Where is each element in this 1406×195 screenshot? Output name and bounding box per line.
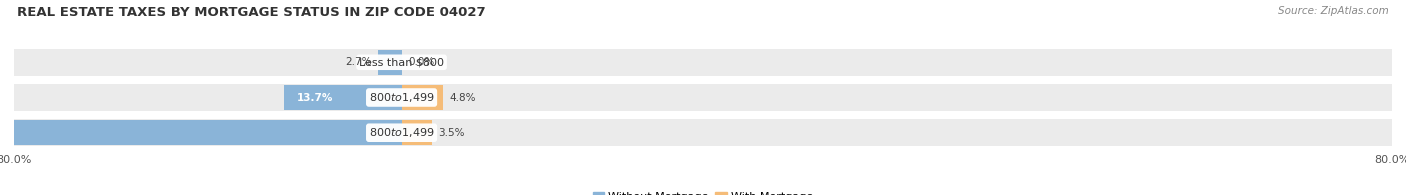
Text: Less than $800: Less than $800 [359,57,444,67]
Text: $800 to $1,499: $800 to $1,499 [368,91,434,104]
Text: $800 to $1,499: $800 to $1,499 [368,126,434,139]
Bar [14,49,1392,76]
Legend: Without Mortgage, With Mortgage: Without Mortgage, With Mortgage [588,188,818,195]
Bar [284,85,402,110]
Bar [402,85,443,110]
Text: 2.7%: 2.7% [344,57,371,67]
Bar [14,119,1392,146]
Text: 0.0%: 0.0% [409,57,434,67]
Text: 13.7%: 13.7% [297,92,333,103]
Text: 4.8%: 4.8% [450,92,477,103]
Bar [402,120,432,145]
Bar [14,84,1392,111]
Text: Source: ZipAtlas.com: Source: ZipAtlas.com [1278,6,1389,16]
Bar [0,120,402,145]
Text: REAL ESTATE TAXES BY MORTGAGE STATUS IN ZIP CODE 04027: REAL ESTATE TAXES BY MORTGAGE STATUS IN … [17,6,485,19]
Bar [378,50,402,75]
Text: 3.5%: 3.5% [439,128,465,138]
